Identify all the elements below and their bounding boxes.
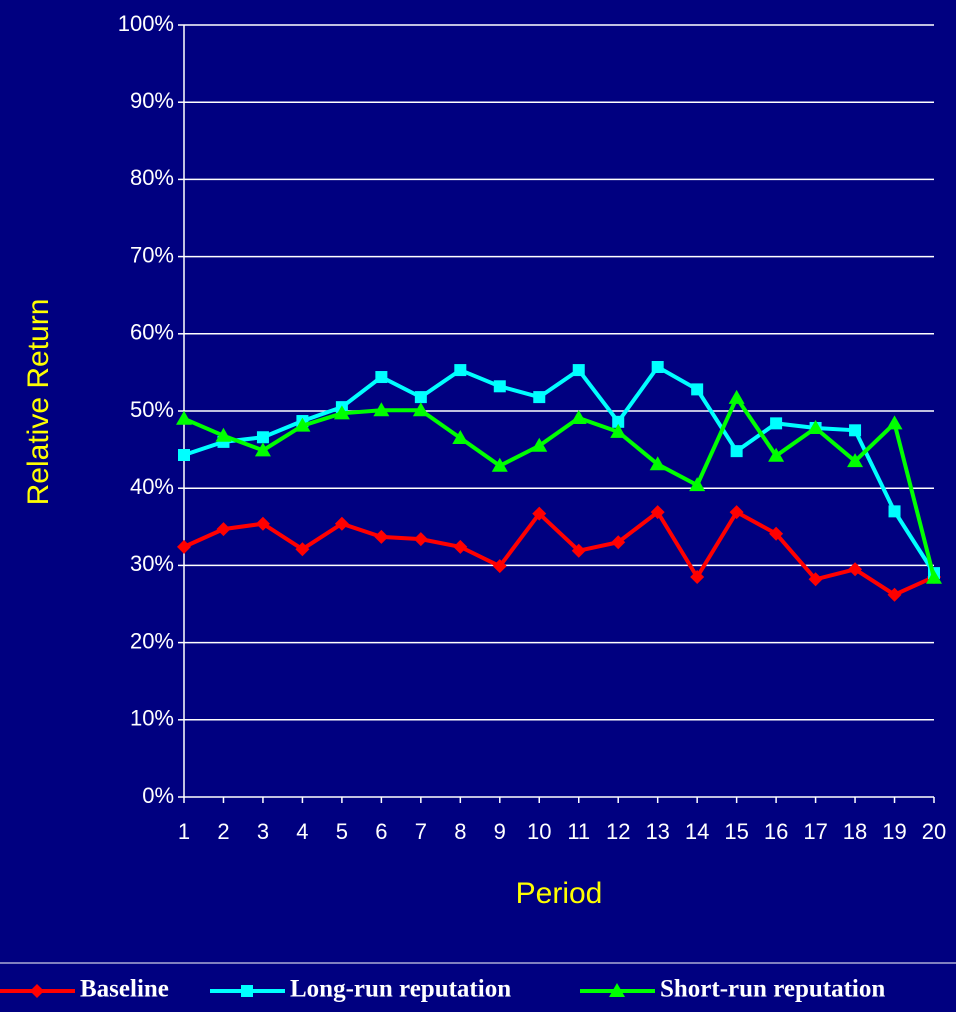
x-tick-label: 19 — [882, 819, 906, 844]
x-tick-label: 14 — [685, 819, 709, 844]
data-point — [333, 405, 350, 420]
data-point — [215, 427, 232, 442]
data-point — [373, 402, 390, 417]
data-point — [690, 569, 705, 584]
x-tick-label: 2 — [217, 819, 229, 844]
x-tick-label: 6 — [375, 819, 387, 844]
data-point — [414, 391, 427, 404]
data-point — [650, 505, 665, 520]
data-point — [769, 526, 784, 541]
data-point — [572, 364, 585, 377]
data-point — [691, 383, 704, 396]
legend-marker — [30, 984, 44, 998]
legend-label: Long-run reputation — [290, 976, 511, 1003]
data-point — [216, 522, 231, 537]
data-point — [848, 562, 863, 577]
data-point — [612, 415, 625, 428]
data-point — [651, 360, 664, 373]
data-point — [847, 453, 864, 468]
data-point — [808, 572, 823, 587]
data-point — [294, 417, 311, 432]
data-point — [887, 587, 902, 602]
data-point — [255, 516, 270, 531]
y-tick-label: 70% — [130, 242, 174, 267]
data-point — [807, 419, 824, 434]
x-tick-label: 5 — [336, 819, 348, 844]
y-tick-label: 90% — [130, 88, 174, 113]
x-tick-label: 13 — [645, 819, 669, 844]
x-tick-label: 3 — [257, 819, 269, 844]
x-tick-label: 7 — [415, 819, 427, 844]
x-axis-label: Period — [516, 877, 603, 910]
data-point — [412, 402, 429, 417]
y-axis-label: Relative Return — [22, 299, 55, 506]
data-point — [610, 423, 627, 438]
y-tick-label: 100% — [118, 11, 174, 36]
data-point — [532, 506, 547, 521]
y-tick-label: 50% — [130, 397, 174, 422]
legend-marker — [241, 985, 253, 997]
series-line — [183, 509, 935, 598]
data-point — [886, 415, 903, 430]
y-tick-label: 10% — [130, 706, 174, 731]
y-tick-label: 40% — [130, 474, 174, 499]
data-point — [493, 380, 506, 393]
data-point — [649, 456, 666, 471]
data-point — [888, 505, 901, 518]
x-tick-label: 12 — [606, 819, 630, 844]
data-point — [452, 430, 469, 445]
data-point — [533, 391, 546, 404]
x-tick-label: 20 — [922, 819, 946, 844]
data-point — [492, 559, 507, 574]
data-point — [689, 477, 706, 492]
data-point — [453, 539, 468, 554]
data-point — [491, 457, 508, 472]
data-point — [768, 447, 785, 462]
data-point — [770, 417, 783, 430]
data-point — [849, 424, 862, 437]
data-point — [413, 532, 428, 547]
data-point — [570, 409, 587, 424]
data-point — [454, 364, 467, 377]
y-tick-label: 30% — [130, 551, 174, 576]
data-point — [926, 569, 942, 584]
x-tick-label: 8 — [454, 819, 466, 844]
data-point — [256, 431, 269, 444]
data-point — [730, 445, 743, 458]
x-tick-label: 15 — [724, 819, 748, 844]
data-point — [334, 516, 349, 531]
data-point — [611, 535, 626, 550]
data-point — [728, 389, 745, 404]
legend-label: Short-run reputation — [660, 976, 885, 1003]
data-point — [375, 371, 388, 384]
data-point — [176, 410, 192, 425]
series-line — [183, 364, 936, 575]
y-tick-label: 20% — [130, 628, 174, 653]
legend-label: Baseline — [80, 976, 169, 1003]
x-tick-label: 9 — [494, 819, 506, 844]
data-point — [729, 505, 744, 520]
x-tick-label: 11 — [567, 819, 590, 844]
x-tick-label: 16 — [764, 819, 788, 844]
legend-marker — [609, 983, 625, 997]
data-point — [254, 442, 271, 457]
data-point — [177, 539, 191, 554]
x-tick-label: 10 — [527, 819, 551, 844]
x-tick-label: 17 — [803, 819, 827, 844]
data-point — [531, 437, 548, 452]
y-tick-label: 80% — [130, 165, 174, 190]
x-tick-label: 1 — [178, 819, 190, 844]
y-tick-label: 0% — [142, 783, 174, 808]
x-tick-label: 4 — [296, 819, 308, 844]
y-tick-label: 60% — [130, 320, 174, 345]
data-point — [178, 449, 190, 462]
data-point — [571, 543, 586, 558]
data-point — [295, 542, 310, 557]
x-tick-label: 18 — [843, 819, 867, 844]
data-point — [374, 529, 389, 544]
